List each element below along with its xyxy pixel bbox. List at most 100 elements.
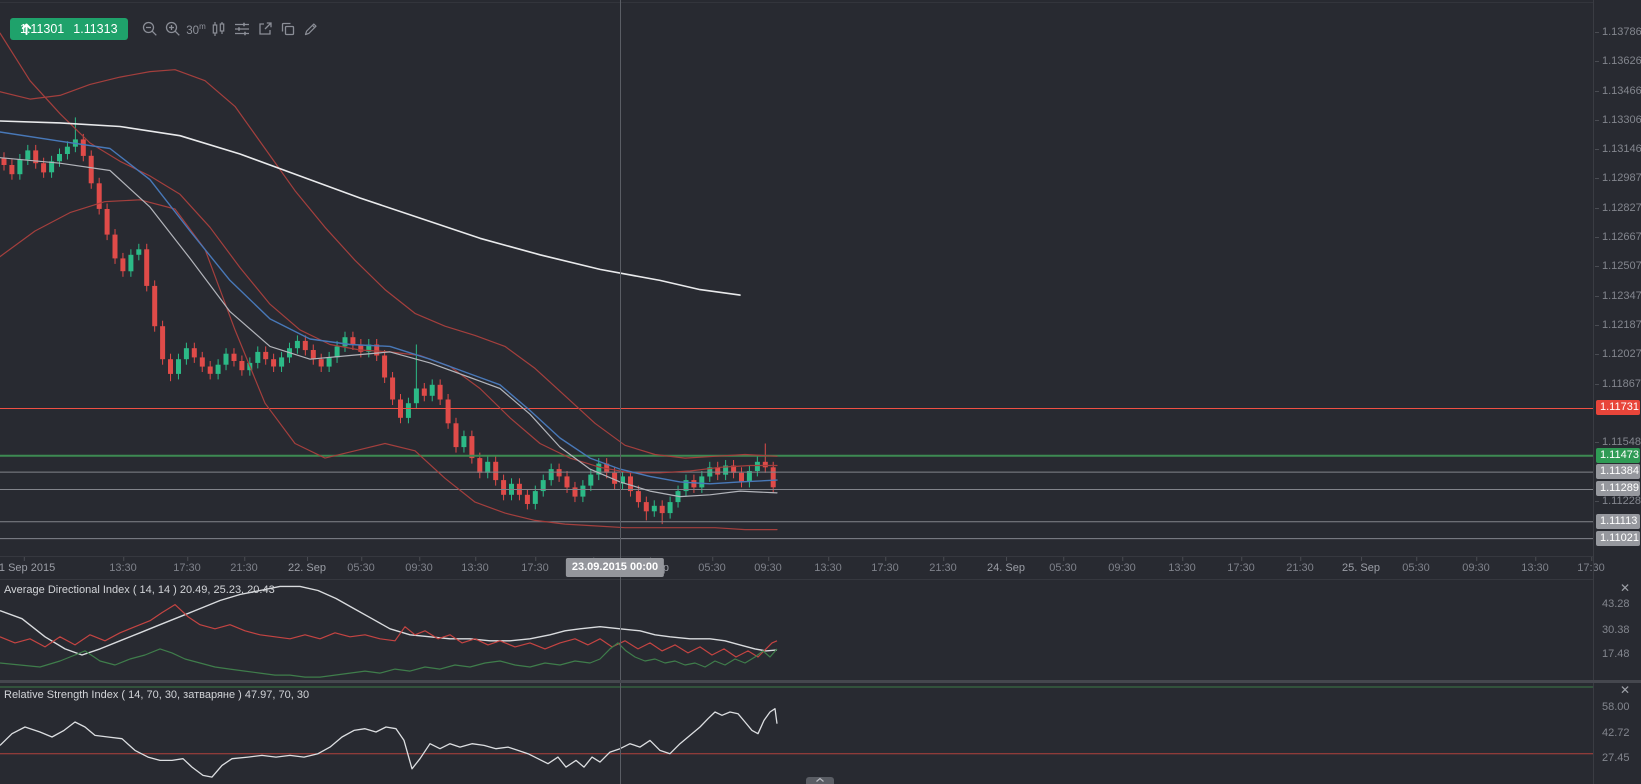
candle-body: [120, 258, 126, 272]
price-tick-label: 1.12027: [1595, 348, 1641, 360]
candle-body: [580, 485, 586, 497]
compare-copy-icon[interactable]: [279, 20, 297, 38]
candle-body: [643, 502, 649, 512]
time-axis-label: 22. Sep: [288, 557, 326, 574]
candle-body: [366, 344, 372, 352]
candle-body: [96, 183, 102, 209]
candle-body: [699, 476, 705, 488]
indicator-tick-label: 43.28: [1602, 598, 1630, 610]
candle-body: [223, 353, 229, 365]
candle-body: [271, 359, 277, 367]
candle-body: [762, 461, 768, 468]
candle-body: [524, 494, 530, 504]
candle-body: [263, 351, 269, 360]
time-axis-label: 09:30: [1462, 557, 1490, 574]
price-badge[interactable]: 1.11731: [1596, 400, 1640, 415]
time-axis-label: 13:30: [461, 557, 489, 574]
candle-body: [41, 163, 47, 173]
rsi-indicator-chart[interactable]: [0, 683, 1593, 784]
candle-body: [493, 461, 499, 481]
panel-separator[interactable]: [0, 680, 1641, 683]
crosshair-vertical-line: [620, 0, 621, 784]
chevron-up-icon: [816, 777, 824, 782]
candle-body: [255, 351, 261, 363]
candlestick-chart[interactable]: [0, 0, 1593, 556]
candle-body: [691, 480, 697, 488]
candle-body: [715, 467, 721, 475]
candle-body: [318, 359, 324, 367]
candle-body: [207, 366, 213, 374]
adx-indicator-chart[interactable]: [0, 580, 1593, 680]
price-badge[interactable]: 1.11113: [1596, 514, 1640, 529]
buy-price-button[interactable]: 1.11313: [73, 22, 118, 36]
minus-di-line: [0, 642, 778, 678]
candle-body: [612, 472, 618, 484]
candle-body: [620, 476, 625, 484]
candle-body: [88, 155, 94, 184]
price-tick-label: 1.12187: [1595, 319, 1641, 331]
candlestick-style-icon[interactable]: [210, 20, 228, 38]
price-tick-label: 1.13466: [1595, 85, 1641, 97]
candle-body: [128, 254, 134, 272]
candle-body: [501, 480, 507, 495]
candle-body: [532, 491, 538, 504]
price-badge[interactable]: 1.11021: [1596, 531, 1640, 546]
candle-body: [477, 458, 483, 473]
candle-body: [390, 377, 396, 400]
quote-widget: 1.11301 1.11313: [10, 18, 128, 40]
time-axis-label: 17:30: [1227, 557, 1255, 574]
price-up-arrow-icon: [21, 23, 32, 35]
rsi-indicator-label[interactable]: Relative Strength Index ( 14, 70, 30, за…: [4, 689, 310, 701]
candle-body: [374, 344, 380, 356]
price-tick-label: 1.11548: [1595, 436, 1641, 448]
candle-body: [628, 476, 633, 492]
candle-body: [667, 502, 673, 514]
draw-pencil-icon[interactable]: [302, 20, 320, 38]
bollinger-upper-line: [0, 69, 778, 459]
candle-body: [1, 157, 7, 165]
candle-body: [215, 364, 221, 374]
candle-body: [168, 359, 173, 374]
zoom-out-icon[interactable]: [141, 20, 159, 38]
candle-body: [588, 474, 594, 486]
candle-body: [310, 350, 316, 360]
plus-di-line: [0, 604, 778, 658]
price-badge[interactable]: 1.11473: [1596, 448, 1640, 463]
time-axis-label: 25. Sep: [1342, 557, 1380, 574]
candle-body: [413, 388, 419, 404]
indicator-tick-label: 27.45: [1602, 752, 1630, 764]
candle-body: [104, 209, 110, 235]
zoom-in-icon[interactable]: [164, 20, 182, 38]
candle-body: [152, 285, 158, 327]
close-indicator-button[interactable]: ✕: [1620, 581, 1631, 595]
timeframe-button[interactable]: 30m: [186, 20, 205, 38]
time-axis[interactable]: 21 Sep 2015 13:30 17:30 21:30 22. Sep 05:30 09…: [0, 556, 1605, 580]
price-badge[interactable]: 1.11289: [1596, 481, 1640, 496]
time-axis-label: 17:30: [1577, 557, 1605, 574]
price-badge[interactable]: 1.11384: [1596, 464, 1640, 479]
time-axis-label: 21:30: [230, 557, 258, 574]
candle-body: [25, 150, 31, 160]
price-tick-label: 1.13146: [1595, 143, 1641, 155]
panel-collapse-handle[interactable]: [806, 777, 834, 784]
close-indicator-button[interactable]: ✕: [1620, 683, 1631, 697]
candle-body: [112, 234, 118, 259]
candle-body: [739, 472, 744, 482]
price-tick-label: 1.12347: [1595, 290, 1641, 302]
expand-screenshot-icon[interactable]: [256, 20, 274, 38]
candle-body: [485, 461, 491, 473]
price-tick-label: 1.13626: [1595, 55, 1641, 67]
price-axis[interactable]: 1.13786 1.13626 1.13466 1.13306 1.13146 1.129…: [1593, 0, 1641, 784]
bollinger-lower-line: [0, 199, 778, 531]
candle-body: [334, 346, 340, 358]
candle-body: [754, 461, 760, 471]
candle-body: [445, 399, 451, 424]
candle-body: [382, 355, 388, 378]
time-axis-label: 13:30: [1168, 557, 1196, 574]
sell-price-button[interactable]: 1.11301: [20, 22, 65, 36]
time-axis-label: 21:30: [1286, 557, 1314, 574]
adx-indicator-label[interactable]: Average Directional Index ( 14, 14 ) 20.…: [4, 584, 275, 596]
price-tick-label: 1.13306: [1595, 114, 1641, 126]
indicator-settings-icon[interactable]: [233, 20, 251, 38]
